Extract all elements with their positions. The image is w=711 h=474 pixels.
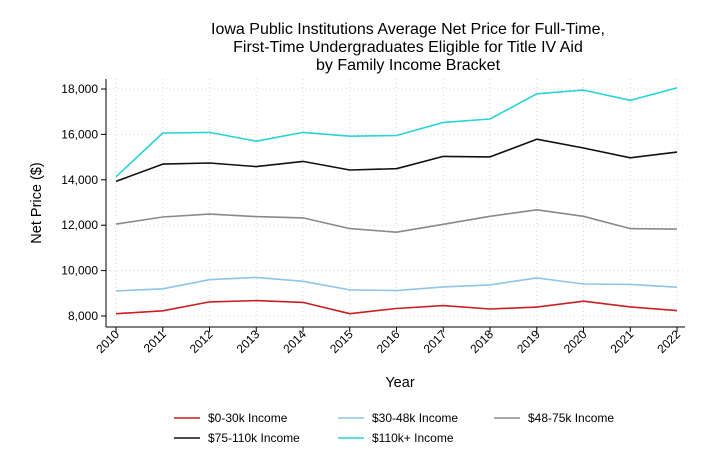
series-line-48-75k-income: [115, 209, 678, 233]
gridlines: [106, 79, 685, 327]
legend-item: $75-110k Income: [174, 431, 300, 445]
series-line-30-48k-income: [115, 276, 678, 292]
series-line-75-110k-income: [115, 138, 678, 183]
x-tick-label: 2012: [187, 327, 216, 356]
chart-title-line-1: Iowa Public Institutions Average Net Pri…: [211, 21, 605, 38]
y-tick-label: 10,000: [61, 264, 98, 278]
x-axis-title: Year: [385, 375, 414, 391]
legend-label: $48-75k Income: [528, 411, 614, 425]
legend-label: $0-30k Income: [208, 411, 288, 425]
chart-title-line-3: by Family Income Bracket: [316, 57, 501, 74]
legend-label: $75-110k Income: [208, 431, 300, 445]
legend-item: $110k+ Income: [338, 431, 454, 445]
chart-title: Iowa Public Institutions Average Net Pri…: [211, 21, 605, 74]
y-axis-title: Net Price ($): [29, 162, 45, 243]
x-tick-label: 2019: [514, 327, 543, 356]
legend-item: $48-75k Income: [494, 411, 614, 425]
chart-title-line-2: First-Time Undergraduates Eligible for T…: [233, 39, 583, 56]
x-tick-label: 2022: [654, 327, 683, 356]
series-line-110k-income: [115, 87, 678, 178]
legend: $0-30k Income $30-48k Income $48-75k Incom…: [174, 411, 614, 445]
x-tick-label: 2020: [561, 327, 590, 356]
x-tick-label: 2014: [280, 327, 309, 356]
y-tick-label: 12,000: [61, 218, 98, 232]
y-tick-label: 16,000: [61, 127, 98, 141]
y-tick-label: 18,000: [61, 82, 98, 96]
x-tick-label: 2016: [374, 327, 403, 356]
series-line-0-30k-income: [115, 299, 678, 315]
y-tick-label: 8,000: [68, 309, 98, 323]
x-tick-label: 2017: [421, 327, 450, 356]
x-tick-label: 2011: [141, 327, 169, 355]
legend-item: $30-48k Income: [338, 411, 458, 425]
y-tick-label: 14,000: [61, 173, 98, 187]
x-tick-label: 2010: [93, 327, 122, 356]
x-tick-label: 2015: [327, 327, 356, 356]
legend-label: $110k+ Income: [372, 431, 454, 445]
x-tick-label: 2013: [234, 327, 263, 356]
x-tick-label: 2021: [608, 327, 637, 356]
series-lines: [115, 87, 678, 315]
x-tick-label: 2018: [467, 327, 496, 356]
legend-label: $30-48k Income: [372, 411, 458, 425]
legend-item: $0-30k Income: [174, 411, 288, 425]
